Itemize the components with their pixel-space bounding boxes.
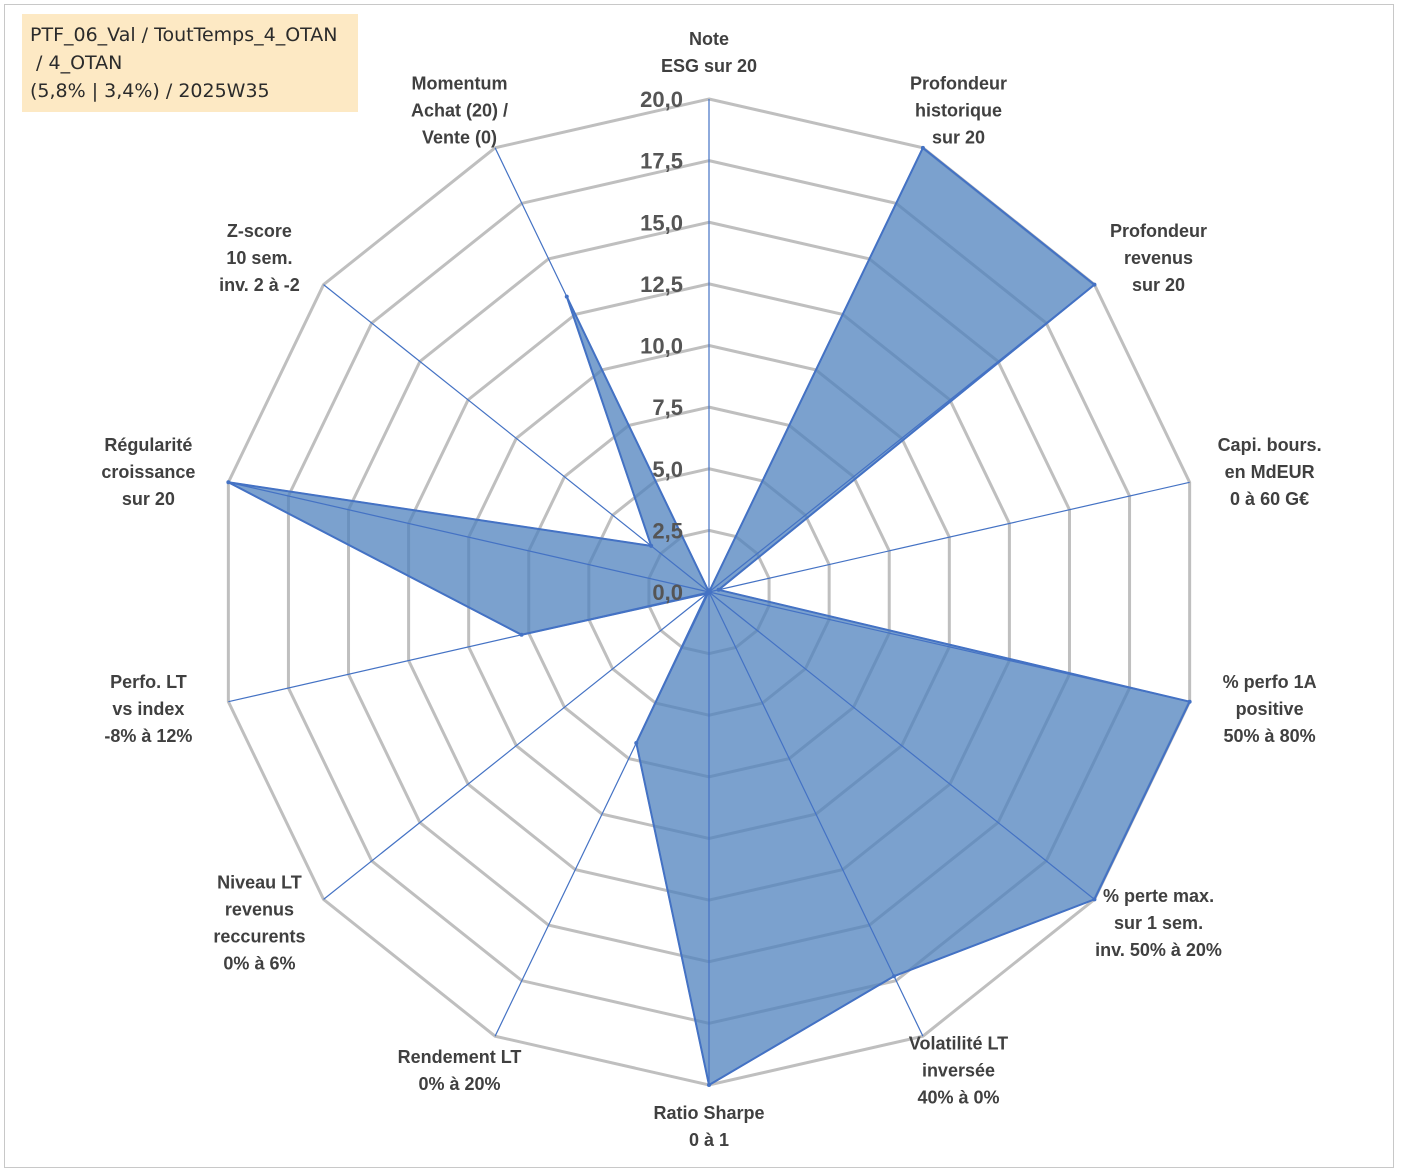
- spoke-12: [323, 284, 710, 593]
- data-point-4: [1187, 699, 1192, 704]
- header-line-3: (5,8% | 3,4%) / 2025W35: [30, 80, 270, 102]
- axis-label-11: Régularité croissance sur 20: [101, 435, 195, 509]
- tick-label-3: 7,5: [652, 395, 683, 420]
- axis-label-3: Capi. bours. en MdEUR 0 à 60 G€: [1218, 435, 1322, 509]
- tick-label-8: 20,0: [640, 87, 683, 112]
- spoke-5: [708, 591, 1095, 900]
- data-point-6: [892, 974, 897, 979]
- spoke-3: [708, 481, 1190, 593]
- axis-label-1: Profondeur historique sur 20: [910, 73, 1007, 147]
- axis-label-12: Z-score 10 sem. inv. 2 à -2: [219, 221, 300, 295]
- axis-label-7: Ratio Sharpe 0 à 1: [653, 1103, 764, 1150]
- data-point-9: [705, 591, 710, 596]
- data-point-2: [1092, 282, 1097, 287]
- tick-label-0: 0,0: [652, 580, 683, 605]
- data-point-8: [634, 741, 639, 746]
- spoke-9: [323, 591, 710, 900]
- data-point-1: [920, 145, 925, 150]
- data-point-12: [649, 543, 654, 548]
- data-point-5: [1092, 897, 1097, 902]
- data-point-7: [707, 1083, 711, 1087]
- axis-label-0: Note ESG sur 20: [661, 29, 757, 76]
- axis-label-6: Volatilité LT inversée 40% à 0%: [909, 1034, 1008, 1108]
- axis-label-5: % perte max. sur 1 sem. inv. 50% à 20%: [1095, 886, 1222, 960]
- tick-label-7: 17,5: [640, 149, 683, 174]
- data-point-13: [564, 294, 569, 299]
- tick-label-5: 12,5: [640, 272, 683, 297]
- tick-label-6: 15,0: [640, 210, 683, 235]
- axis-label-10: Perfo. LT vs index -8% à 12%: [104, 672, 192, 746]
- chart-frame: [4, 4, 1394, 1168]
- axis-label-13: Momentum Achat (20) / Vente (0): [411, 73, 508, 147]
- data-point-10: [519, 632, 524, 637]
- axis-label-9: Niveau LT revenus reccurents 0% à 6%: [213, 872, 305, 973]
- axis-label-4: % perfo 1A positive 50% à 80%: [1223, 672, 1317, 746]
- header-line-1: PTF_06_Val / ToutTemps_4_OTAN: [30, 24, 338, 46]
- header-line-2: / 4_OTAN: [30, 52, 123, 74]
- chart-header-box: PTF_06_Val / ToutTemps_4_OTAN / 4_OTAN (…: [22, 14, 358, 112]
- data-point-3: [716, 587, 721, 592]
- axis-label-2: Profondeur revenus sur 20: [1110, 221, 1207, 295]
- spoke-11: [228, 481, 710, 593]
- spoke-6: [708, 591, 924, 1037]
- axis-label-8: Rendement LT 0% à 20%: [398, 1047, 522, 1094]
- tick-label-4: 10,0: [640, 334, 683, 359]
- tick-label-2: 5,0: [652, 457, 683, 482]
- data-point-11: [226, 480, 231, 485]
- tick-label-1: 2,5: [652, 518, 683, 543]
